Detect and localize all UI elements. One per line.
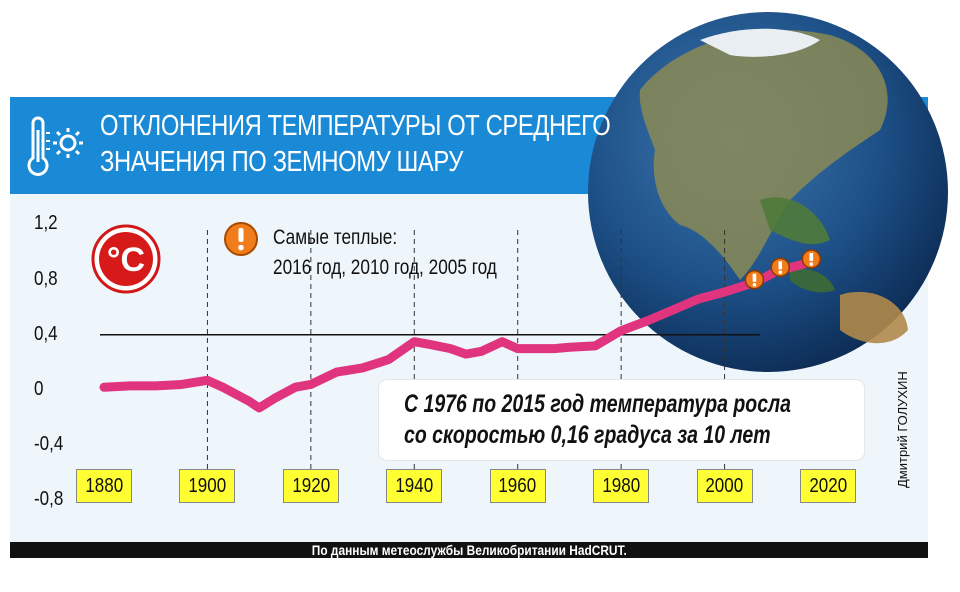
warmest-year-marker [770,257,791,278]
x-tick-label: 1900 [179,469,236,503]
y-tick-label: -0,4 [34,433,64,456]
warmest-year-markers [744,249,822,290]
warmest-years-list: 2016 год, 2010 год, 2005 год [273,256,497,279]
thermometer-icon [27,116,50,176]
warmest-years-title: Самые теплые: [273,226,398,249]
sun-icon [53,128,83,158]
unit-badge-text: °C [107,241,145,279]
trend-callout-line-1: С 1976 по 2015 год температура росла [404,390,792,418]
x-tick-label: 1940 [386,469,443,503]
y-tick-label: 0,8 [34,267,58,290]
y-tick-label: -0,8 [34,488,64,511]
x-tick-label: 1960 [489,469,546,503]
author-credit: Дмитрий ГОЛУХИН [895,371,910,488]
x-tick-label: 1920 [282,469,339,503]
warmest-year-marker [744,269,765,290]
warning-icon [224,222,258,256]
source-text: По данным метеослужбы Великобритании Had… [311,542,627,558]
trend-callout-line-2: со скоростью 0,16 градуса за 10 лет [404,421,771,449]
source-footer: По данным метеослужбы Великобритании Had… [10,542,928,558]
warmest-year-marker [801,249,822,269]
x-tick-label: 1880 [76,469,132,503]
x-tick-label: 1980 [593,469,650,503]
trend-callout [379,380,864,460]
chart-title-line-1: ОТКЛОНЕНИЯ ТЕМПЕРАТУРЫ ОТ СРЕДНЕГО [100,110,611,142]
globe-image [588,12,948,372]
celsius-badge: °C [91,224,161,294]
y-tick-label: 0 [34,378,44,400]
x-tick-label: 2000 [696,469,753,503]
y-tick-label: 1,2 [34,212,58,235]
temperature-series-line [99,258,812,413]
x-tick-label: 2020 [800,469,856,503]
chart-title-line-2: ЗНАЧЕНИЯ ПО ЗЕМНОМУ ШАРУ [100,146,463,178]
y-tick-label: 0,4 [34,322,58,345]
